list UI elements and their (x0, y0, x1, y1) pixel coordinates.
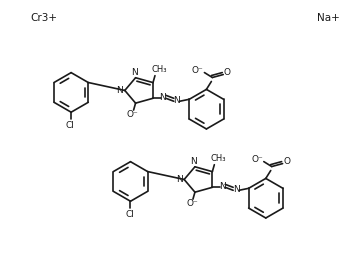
Text: N: N (173, 96, 180, 105)
Text: N: N (191, 157, 197, 166)
Text: CH₃: CH₃ (210, 154, 226, 163)
Text: N: N (233, 185, 239, 194)
Text: N: N (176, 175, 183, 184)
Text: Cl: Cl (66, 121, 74, 130)
Text: N: N (116, 86, 123, 95)
Text: N: N (219, 182, 226, 191)
Text: Cr3+: Cr3+ (30, 13, 57, 23)
Text: N: N (131, 68, 138, 77)
Text: O⁻: O⁻ (192, 66, 203, 75)
Text: N: N (160, 93, 166, 102)
Text: O⁻: O⁻ (251, 155, 263, 164)
Text: Cl: Cl (125, 210, 134, 219)
Text: O⁻: O⁻ (186, 199, 198, 208)
Text: O⁻: O⁻ (127, 110, 138, 118)
Text: O: O (224, 68, 231, 77)
Text: Na+: Na+ (317, 13, 340, 23)
Text: O: O (283, 157, 290, 166)
Text: CH₃: CH₃ (151, 65, 167, 74)
